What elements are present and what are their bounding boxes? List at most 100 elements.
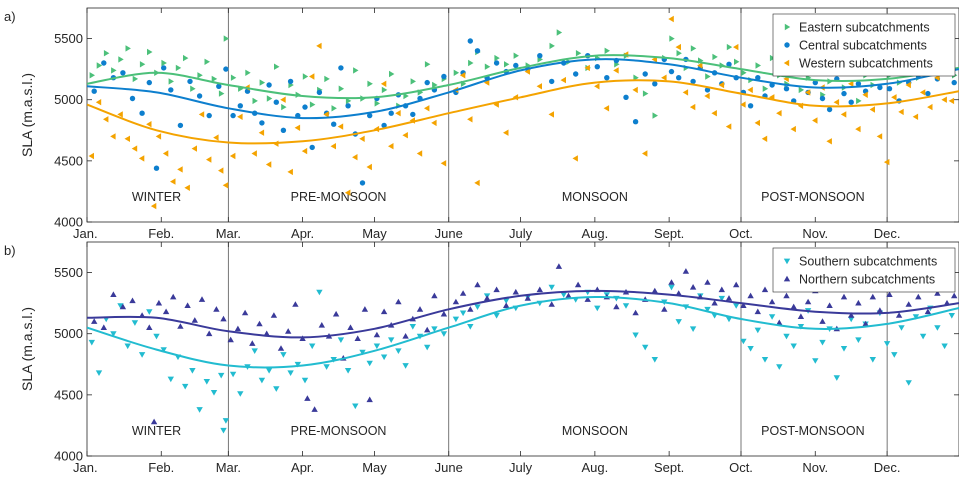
data-point	[941, 343, 948, 350]
data-point	[467, 116, 473, 123]
legend-label: Eastern subcatchments	[799, 21, 930, 35]
data-point	[493, 313, 500, 319]
data-point	[424, 61, 431, 68]
x-tick-label: Aug.	[581, 226, 608, 241]
data-point	[883, 158, 890, 166]
data-point	[704, 92, 710, 100]
data-point	[381, 86, 388, 94]
data-point	[797, 313, 805, 319]
data-point	[410, 78, 416, 85]
data-point	[380, 354, 388, 361]
data-point	[241, 309, 249, 316]
data-point	[388, 337, 395, 343]
data-point	[790, 343, 797, 350]
data-point	[150, 418, 158, 425]
x-tick-label: Sept.	[654, 226, 684, 241]
data-point	[316, 89, 323, 96]
data-point	[755, 62, 761, 69]
data-point	[682, 268, 690, 274]
data-point	[388, 143, 394, 150]
data-point	[402, 333, 409, 339]
legend-box	[772, 247, 956, 293]
data-point	[345, 103, 351, 109]
data-point	[139, 110, 145, 116]
data-point	[855, 125, 861, 133]
data-point	[613, 67, 619, 74]
data-point	[203, 379, 210, 385]
data-point	[431, 326, 438, 332]
data-point	[352, 403, 359, 410]
data-point	[206, 156, 212, 163]
x-tick-label: Mar.	[216, 226, 241, 241]
data-point	[661, 74, 667, 81]
data-point	[856, 97, 862, 105]
data-point	[459, 290, 467, 296]
data-point	[197, 72, 203, 79]
data-point	[704, 87, 711, 93]
data-point	[146, 309, 153, 315]
data-point	[184, 302, 191, 308]
season-label: WINTER	[132, 424, 181, 438]
data-point	[668, 284, 675, 291]
data-point	[712, 53, 718, 61]
season-label: MONSOON	[562, 424, 628, 438]
data-point	[204, 58, 210, 65]
data-point	[848, 316, 855, 323]
data-point	[705, 73, 711, 80]
panel-label: a)	[4, 9, 16, 24]
data-point	[718, 295, 725, 302]
data-point	[524, 295, 531, 301]
data-point	[162, 308, 170, 315]
data-point	[441, 73, 447, 80]
data-point	[613, 303, 620, 310]
data-point	[883, 341, 891, 347]
data-point	[604, 75, 610, 81]
data-point	[380, 308, 388, 315]
data-point	[304, 395, 311, 401]
data-point	[776, 319, 783, 326]
data-point	[318, 322, 325, 328]
y-axis-label: SLA (m.a.s.l.)	[19, 307, 35, 391]
x-tick-label: June	[435, 460, 463, 475]
data-point	[410, 111, 416, 118]
data-point	[848, 80, 854, 87]
data-point	[536, 83, 542, 90]
data-point	[266, 95, 273, 102]
data-point	[395, 298, 402, 305]
data-point	[642, 150, 648, 157]
data-point	[841, 90, 847, 97]
y-tick-label: 5500	[54, 31, 83, 46]
data-point	[512, 288, 519, 295]
legend-label: Northern subcatchments	[799, 273, 935, 287]
data-point	[726, 43, 733, 51]
data-point	[189, 368, 196, 374]
x-tick-label: May	[362, 460, 387, 475]
data-point	[316, 289, 323, 296]
data-point	[424, 79, 430, 86]
data-point	[855, 337, 862, 343]
data-point	[826, 302, 833, 308]
data-point	[833, 99, 840, 106]
data-point	[925, 90, 931, 97]
data-point	[891, 352, 898, 358]
data-point	[675, 43, 681, 51]
data-point	[100, 324, 107, 330]
data-point	[548, 284, 555, 291]
x-tick-label: Dec.	[874, 226, 901, 241]
data-point	[740, 101, 746, 108]
y-tick-label: 4000	[54, 215, 83, 230]
x-tick-label: Feb.	[148, 460, 174, 475]
data-point	[309, 101, 316, 108]
data-point	[95, 370, 103, 376]
x-tick-label: July	[509, 226, 533, 241]
data-point	[804, 89, 811, 96]
data-point	[459, 310, 467, 317]
data-point	[352, 154, 358, 161]
data-point	[453, 69, 460, 76]
data-point	[138, 352, 146, 358]
data-point	[210, 390, 218, 396]
data-point	[124, 343, 131, 350]
data-point	[747, 292, 754, 299]
data-point	[153, 333, 160, 340]
data-point	[129, 95, 136, 102]
